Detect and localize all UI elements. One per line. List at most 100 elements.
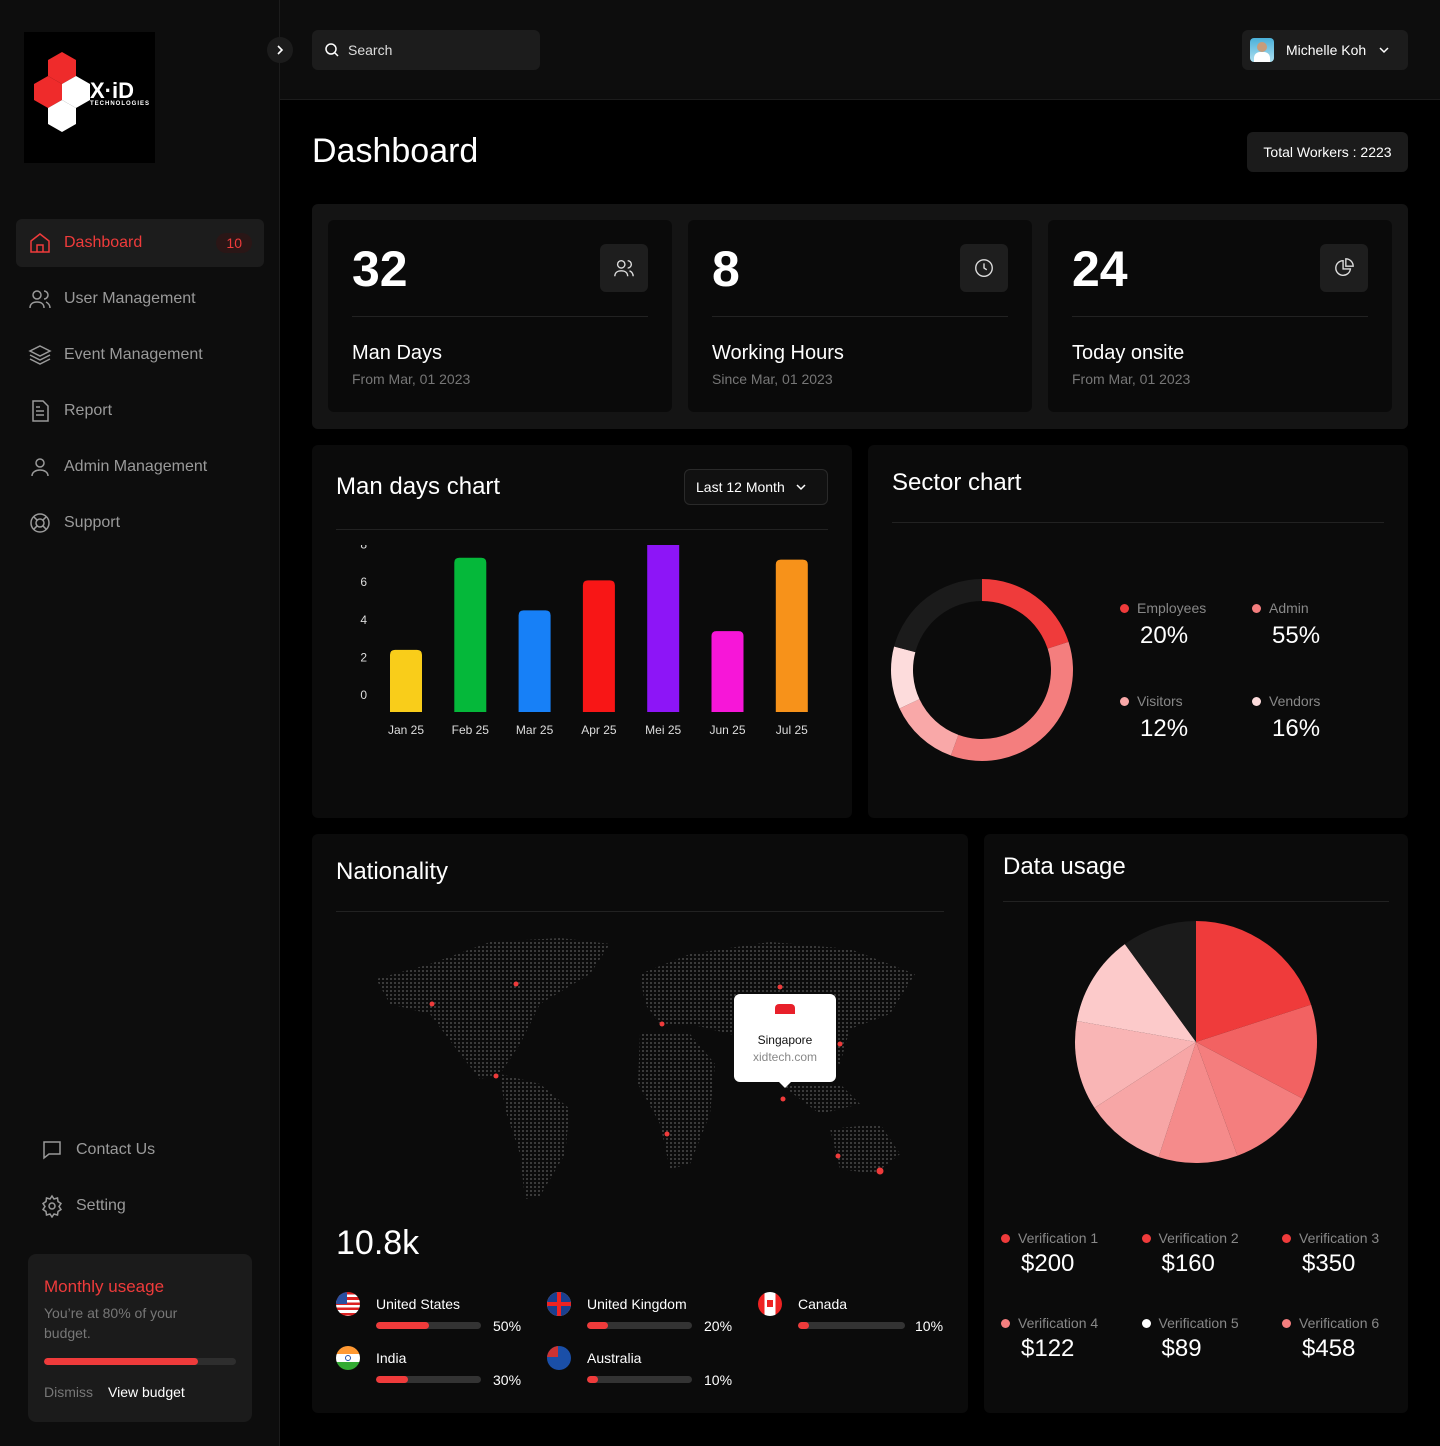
country-name: Canada bbox=[798, 1296, 848, 1312]
dismiss-button[interactable]: Dismiss bbox=[44, 1384, 93, 1400]
sidebar-item-label: User Management bbox=[64, 290, 196, 307]
user-name: Michelle Koh bbox=[1286, 42, 1367, 58]
tooltip-site: xidtech.com bbox=[752, 1050, 818, 1064]
stat-value: 24 bbox=[1072, 241, 1128, 297]
legend-dot bbox=[1282, 1318, 1291, 1328]
search-input[interactable]: Search bbox=[312, 30, 540, 70]
legend-item: Admin bbox=[1252, 600, 1309, 616]
flag-icon bbox=[547, 1346, 571, 1370]
legend-label: Verification 6 bbox=[1299, 1315, 1380, 1331]
usage-progress bbox=[44, 1358, 236, 1365]
user-icon bbox=[31, 458, 49, 477]
country-progress bbox=[376, 1376, 481, 1383]
logo[interactable]: X·iD TECHNOLOGIES bbox=[24, 32, 155, 163]
total-workers-badge: Total Workers : 2223 bbox=[1247, 132, 1408, 172]
pie-slice[interactable] bbox=[1075, 1020, 1196, 1108]
notification-badge: 10 bbox=[216, 233, 252, 253]
sector-chart-card: Sector chart Employees 20% Admin 55% Visitor… bbox=[868, 445, 1408, 818]
legend-label: Employees bbox=[1137, 600, 1207, 616]
lifebuoy-icon bbox=[30, 513, 50, 533]
pie-icon bbox=[1320, 244, 1368, 292]
sidebar-item-admin-management[interactable]: Admin Management bbox=[16, 443, 264, 491]
stat-card-working-hours[interactable]: 8 Working Hours Since Mar, 01 2023 bbox=[688, 220, 1032, 412]
bar-feb-25[interactable] bbox=[454, 557, 487, 712]
donut-segment-employees[interactable] bbox=[982, 579, 1069, 649]
chat-icon bbox=[43, 1141, 61, 1160]
donut-segment-admin[interactable] bbox=[950, 641, 1073, 761]
home-icon bbox=[30, 233, 50, 253]
bar-mar-25[interactable] bbox=[518, 610, 551, 712]
flag-icon bbox=[547, 1292, 571, 1316]
x-tick-label: Jun 25 bbox=[709, 723, 745, 737]
layers-icon bbox=[28, 345, 52, 365]
stat-label: Working Hours bbox=[712, 342, 844, 364]
legend-dot bbox=[1141, 1233, 1151, 1243]
logo-hexagons bbox=[34, 52, 90, 132]
pie-slice[interactable] bbox=[1158, 1042, 1238, 1163]
y-tick-label: 8 bbox=[360, 545, 367, 552]
bar-apr-25[interactable] bbox=[582, 580, 615, 712]
monthly-usage-card: Monthly useage You’re at 80% of your bud… bbox=[28, 1254, 252, 1422]
bar-jun-25[interactable] bbox=[711, 631, 744, 712]
pie-slice[interactable] bbox=[1094, 1042, 1196, 1158]
legend-label: Verification 1 bbox=[1018, 1230, 1099, 1246]
y-tick-label: 4 bbox=[360, 613, 367, 627]
y-tick-label: 6 bbox=[360, 575, 367, 589]
legend-value: $89 bbox=[1161, 1335, 1202, 1362]
data-usage-pie-chart bbox=[1075, 921, 1317, 1163]
flag-icon bbox=[336, 1346, 360, 1370]
sidebar-item-contact-us[interactable]: Contact Us bbox=[28, 1126, 276, 1174]
country-progress bbox=[376, 1322, 481, 1329]
x-tick-label: Feb 25 bbox=[452, 723, 490, 737]
pie-slice[interactable] bbox=[1076, 944, 1196, 1042]
data-usage-card: Data usage Verification 1 $200 Verificatio… bbox=[984, 834, 1408, 1413]
legend-item: Verification 1 bbox=[1001, 1230, 1098, 1246]
country-name: India bbox=[376, 1350, 407, 1366]
pie-slice[interactable] bbox=[1196, 1042, 1303, 1156]
sidebar-item-label: Admin Management bbox=[64, 458, 208, 475]
stat-card-today-onsite[interactable]: 24 Today onsite From Mar, 01 2023 bbox=[1048, 220, 1392, 412]
sidebar-item-label: Support bbox=[64, 514, 121, 531]
bar-jul-25[interactable] bbox=[775, 559, 808, 712]
view-budget-button[interactable]: View budget bbox=[108, 1384, 185, 1400]
search-placeholder: Search bbox=[348, 42, 393, 58]
data-usage-title: Data usage bbox=[1003, 853, 1126, 880]
users-icon bbox=[600, 244, 648, 292]
legend-dot bbox=[1252, 603, 1261, 613]
donut-segment-visitors[interactable] bbox=[899, 699, 959, 756]
donut-segment-remainder[interactable] bbox=[894, 579, 982, 653]
period-dropdown[interactable]: Last 12 Month bbox=[684, 469, 828, 505]
country-name: United Kingdom bbox=[587, 1296, 687, 1312]
sidebar-item-event-management[interactable]: Event Management bbox=[16, 331, 264, 379]
legend-item: Verification 6 bbox=[1282, 1315, 1379, 1331]
logo-text: X·iD bbox=[90, 78, 134, 103]
legend-label: Verification 3 bbox=[1299, 1230, 1380, 1246]
country-progress bbox=[798, 1322, 905, 1329]
sidebar-item-report[interactable]: Report bbox=[16, 387, 264, 435]
collapse-sidebar-button[interactable] bbox=[267, 37, 293, 63]
country-percentage: 30% bbox=[493, 1372, 522, 1388]
stat-card-man-days[interactable]: 32 Man Days From Mar, 01 2023 bbox=[328, 220, 672, 412]
pie-slice[interactable] bbox=[1124, 921, 1196, 1042]
sidebar-item-user-management[interactable]: User Management bbox=[16, 275, 264, 323]
x-tick-label: Mar 25 bbox=[516, 723, 554, 737]
legend-item: Verification 5 bbox=[1141, 1315, 1239, 1331]
donut-segment-vendors[interactable] bbox=[891, 646, 920, 709]
bar-mei-25[interactable] bbox=[647, 545, 680, 712]
pie-slice[interactable] bbox=[1196, 921, 1312, 1042]
sidebar-item-setting[interactable]: Setting bbox=[28, 1182, 276, 1230]
page-title: Dashboard bbox=[312, 132, 479, 170]
sidebar-item-support[interactable]: Support bbox=[16, 499, 264, 547]
x-tick-label: Jan 25 bbox=[388, 723, 424, 737]
country-progress bbox=[587, 1322, 692, 1329]
legend-value: 55% bbox=[1272, 622, 1321, 649]
legend-value: 12% bbox=[1140, 715, 1189, 742]
world-map[interactable] bbox=[370, 934, 930, 1204]
logo-subtext: TECHNOLOGIES bbox=[90, 101, 151, 107]
sidebar-item-dashboard[interactable]: Dashboard 10 bbox=[16, 219, 264, 267]
bar-jan-25[interactable] bbox=[390, 649, 422, 712]
legend-dot bbox=[1120, 603, 1129, 613]
nationality-total: 10.8k bbox=[336, 1224, 420, 1262]
pie-slice[interactable] bbox=[1196, 1004, 1317, 1099]
user-menu[interactable]: Michelle Koh bbox=[1242, 30, 1408, 70]
